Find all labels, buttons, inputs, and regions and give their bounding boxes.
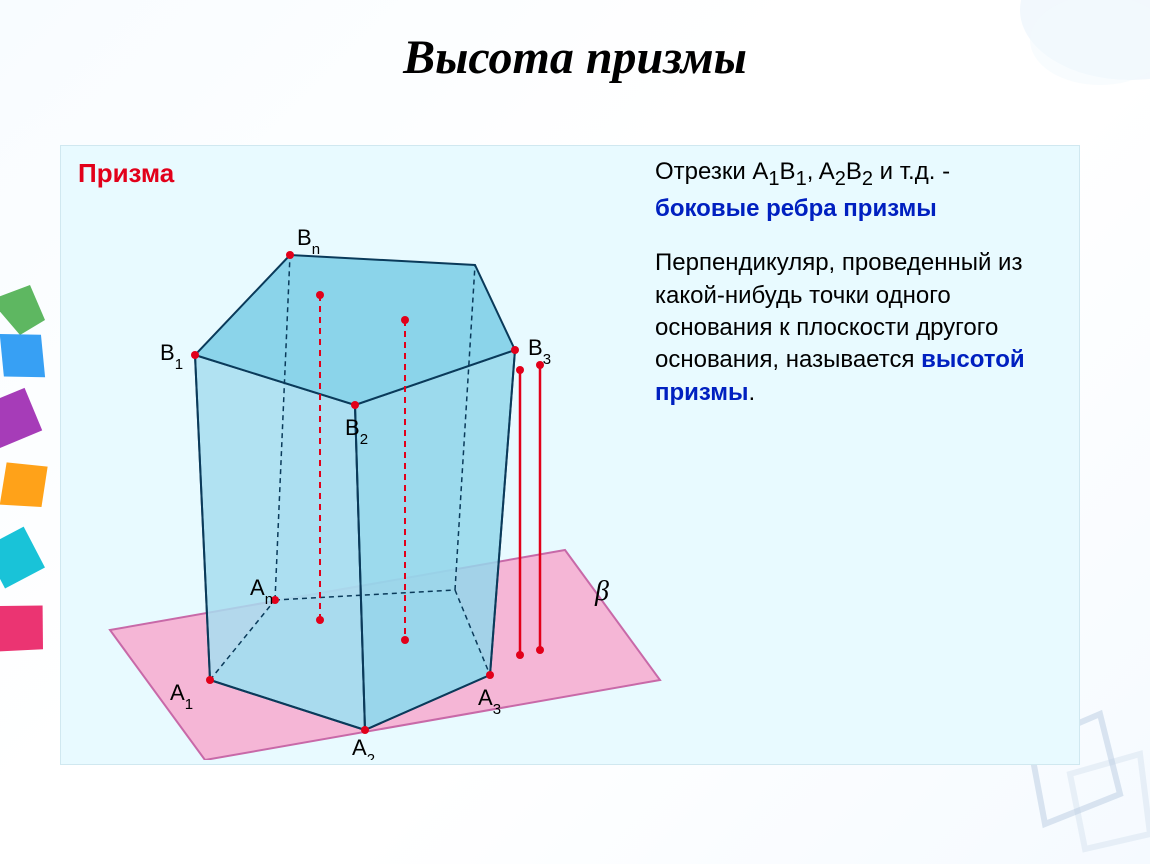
lateral-edges-term: боковые ребра призмы	[655, 193, 1060, 225]
seg-m1: B	[780, 158, 796, 185]
seg-s3: 2	[835, 168, 846, 190]
prism-word-label: Призма	[78, 158, 174, 189]
label-bn: Bn	[297, 225, 320, 258]
label-b1: B1	[160, 340, 183, 373]
explanation-text: Отрезки A1B1, A2B2 и т.д. - боковые ребр…	[655, 156, 1060, 409]
segments-line: Отрезки A1B1, A2B2 и т.д. -	[655, 156, 1060, 193]
beta-label: β	[594, 576, 609, 607]
slide-title: Высота призмы	[0, 0, 1150, 85]
height-definition: Перпендикуляр, проведенный из какой-нибу…	[655, 247, 1060, 409]
def-period: .	[749, 379, 756, 406]
prism-side-left	[195, 355, 365, 730]
seg-m3: B	[846, 158, 862, 185]
seg-post: и т.д. -	[873, 158, 950, 185]
prism-diagram: B1 B2 B3 Bn A1 A2 A3 An β	[60, 200, 700, 760]
seg-m2: , A	[807, 158, 835, 185]
seg-s1: 1	[768, 168, 779, 190]
seg-pre: Отрезки A	[655, 158, 768, 185]
seg-s4: 2	[862, 168, 873, 190]
label-a2: A2	[352, 735, 375, 760]
slide: Высота призмы Призма Отрезки A1B1, A2B2 …	[0, 0, 1150, 864]
seg-s2: 1	[796, 168, 807, 190]
